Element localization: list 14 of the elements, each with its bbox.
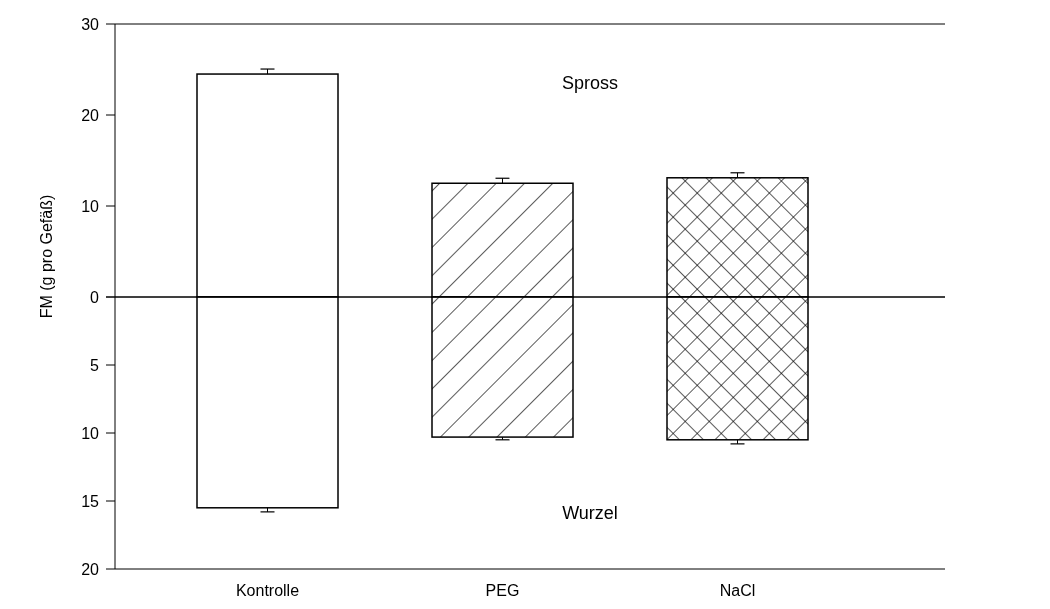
y-tick-label: 15: [81, 492, 100, 510]
y-tick-label: 20: [81, 106, 100, 124]
y-tick-label: 20: [81, 560, 100, 578]
x-tick-label: NaCl: [719, 582, 756, 599]
y-tick-label: 30: [81, 15, 100, 33]
y-tick-label: 5: [90, 356, 100, 374]
y-axis-title: FM (g pro Gefäß): [38, 194, 55, 319]
y-tick-label: 0: [90, 288, 100, 306]
x-tick-label: Kontrolle: [235, 582, 300, 599]
y-tick-label: 10: [81, 424, 100, 442]
annotation: Spross: [561, 73, 619, 93]
y-tick-label: 10: [81, 197, 100, 215]
x-tick-label: PEG: [485, 582, 520, 599]
annotation: Wurzel: [562, 503, 618, 523]
